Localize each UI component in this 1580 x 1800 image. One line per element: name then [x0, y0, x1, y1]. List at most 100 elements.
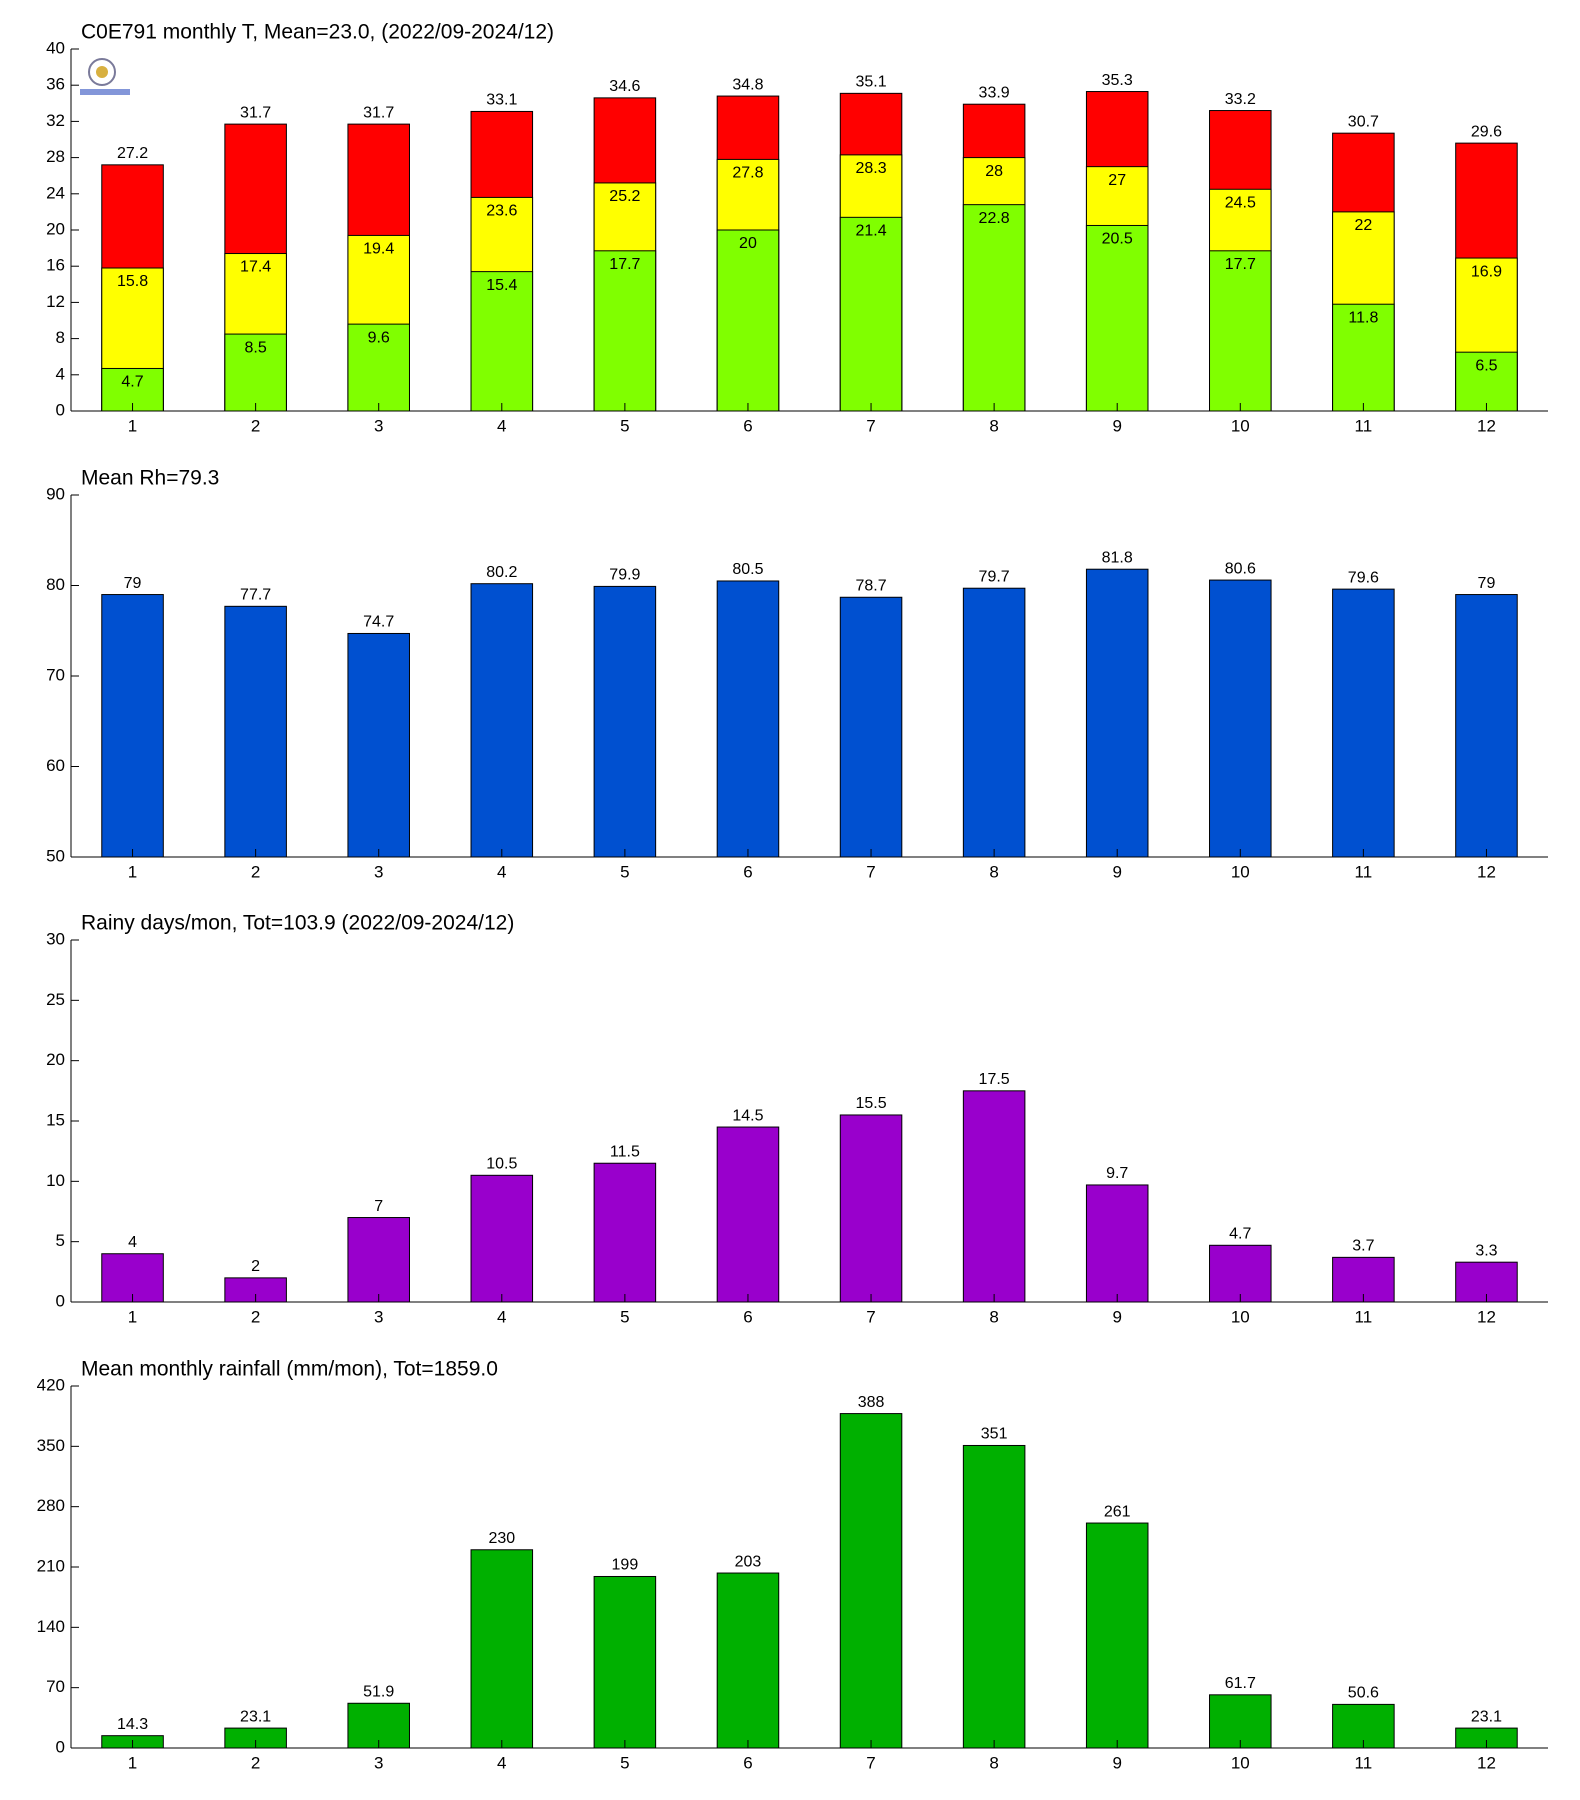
data-label: 27.8: [732, 165, 763, 182]
data-label: 33.2: [1225, 91, 1256, 108]
x-tick-label: 4: [497, 416, 506, 435]
data-label: 30.7: [1348, 113, 1379, 130]
data-label: 27: [1108, 172, 1126, 189]
data-label: 9.7: [1106, 1165, 1128, 1182]
data-label: 2: [251, 1258, 260, 1275]
data-label: 11.5: [610, 1143, 640, 1160]
data-label: 14.5: [732, 1107, 763, 1124]
y-tick-label: 16: [46, 256, 65, 275]
bar: [839, 1413, 903, 1749]
y-tick-label: 60: [46, 756, 65, 775]
bar: [470, 583, 534, 858]
bar: [1085, 224, 1149, 412]
data-label: 19.4: [363, 241, 394, 258]
data-label: 11.8: [1348, 309, 1378, 326]
x-tick-label: 2: [251, 416, 260, 435]
bar: [347, 323, 410, 412]
y-tick-label: 140: [37, 1617, 65, 1636]
y-tick-label: 350: [37, 1436, 65, 1455]
y-tick-label: 28: [46, 147, 65, 166]
y-tick-label: 80: [46, 575, 65, 594]
y-tick-label: 24: [46, 183, 65, 202]
x-tick-label: 8: [989, 862, 998, 881]
data-label: 28: [985, 163, 1003, 180]
bar: [716, 229, 780, 412]
bar: [962, 204, 1026, 412]
data-label: 29.6: [1471, 123, 1502, 140]
bar: [716, 1126, 780, 1303]
bar: [1209, 579, 1272, 858]
data-label: 31.7: [363, 104, 394, 121]
bar: [1209, 1244, 1272, 1303]
bar: [470, 1174, 534, 1303]
bar: [839, 596, 903, 858]
data-label: 28.3: [855, 160, 886, 177]
data-label: 79.7: [979, 568, 1010, 585]
data-label: 14.3: [117, 1716, 148, 1733]
y-tick-label: 50: [46, 846, 65, 865]
x-tick-label: 2: [251, 1753, 260, 1772]
data-label: 20.5: [1102, 231, 1133, 248]
data-label: 17.7: [609, 256, 640, 273]
bar: [1085, 1522, 1149, 1749]
bar: [962, 1444, 1026, 1749]
bar: [593, 585, 657, 858]
y-tick-label: 0: [56, 400, 65, 419]
y-tick-label: 10: [46, 1171, 65, 1190]
x-tick-label: 12: [1477, 1307, 1496, 1326]
x-tick-label: 2: [251, 862, 260, 881]
data-label: 23.1: [1471, 1708, 1502, 1725]
x-tick-label: 6: [743, 1753, 752, 1772]
x-tick-label: 6: [743, 1307, 752, 1326]
data-label: 4.7: [1229, 1226, 1251, 1243]
y-tick-label: 90: [46, 484, 65, 503]
bar: [1085, 1184, 1149, 1303]
y-tick-label: 70: [46, 1677, 65, 1696]
y-tick-label: 0: [56, 1737, 65, 1756]
data-label: 81.8: [1102, 549, 1133, 566]
data-label: 199: [612, 1557, 639, 1574]
data-label: 35.1: [855, 74, 886, 91]
data-label: 17.4: [240, 259, 271, 276]
x-tick-label: 4: [497, 862, 506, 881]
bar: [962, 1090, 1026, 1303]
x-tick-label: 7: [866, 1753, 875, 1772]
data-label: 78.7: [855, 577, 886, 594]
data-label: 351: [981, 1426, 1008, 1443]
data-label: 22: [1354, 217, 1372, 234]
y-tick-label: 210: [37, 1556, 65, 1575]
x-tick-label: 8: [989, 1307, 998, 1326]
data-label: 79.6: [1348, 569, 1379, 586]
data-label: 79: [124, 575, 142, 592]
x-tick-label: 11: [1355, 1753, 1373, 1772]
x-tick-label: 2: [251, 1307, 260, 1326]
bar: [101, 594, 164, 858]
data-label: 24.5: [1225, 194, 1256, 211]
chart-title: Rainy days/mon, Tot=103.9 (2022/09-2024/…: [81, 912, 514, 935]
x-tick-label: 5: [620, 1307, 629, 1326]
x-tick-label: 10: [1231, 862, 1250, 881]
x-tick-label: 1: [128, 862, 137, 881]
x-tick-label: 3: [374, 1753, 383, 1772]
y-tick-label: 32: [46, 111, 65, 130]
data-label: 22.8: [979, 210, 1010, 227]
x-tick-label: 1: [128, 1753, 137, 1772]
bar: [716, 580, 780, 858]
y-tick-label: 4: [56, 364, 65, 383]
x-tick-label: 4: [497, 1753, 506, 1772]
y-tick-label: 36: [46, 75, 65, 94]
bar: [839, 216, 903, 412]
bar: [1332, 588, 1395, 858]
x-tick-label: 3: [374, 1307, 383, 1326]
data-label: 23.6: [486, 203, 517, 220]
bar: [593, 1575, 657, 1749]
data-label: 61.7: [1225, 1675, 1256, 1692]
y-tick-label: 25: [46, 990, 65, 1009]
x-tick-label: 3: [374, 416, 383, 435]
data-label: 80.6: [1225, 560, 1256, 577]
data-label: 17.5: [979, 1071, 1010, 1088]
data-label: 34.6: [609, 78, 640, 95]
x-tick-label: 12: [1477, 862, 1496, 881]
data-label: 17.7: [1225, 256, 1256, 273]
